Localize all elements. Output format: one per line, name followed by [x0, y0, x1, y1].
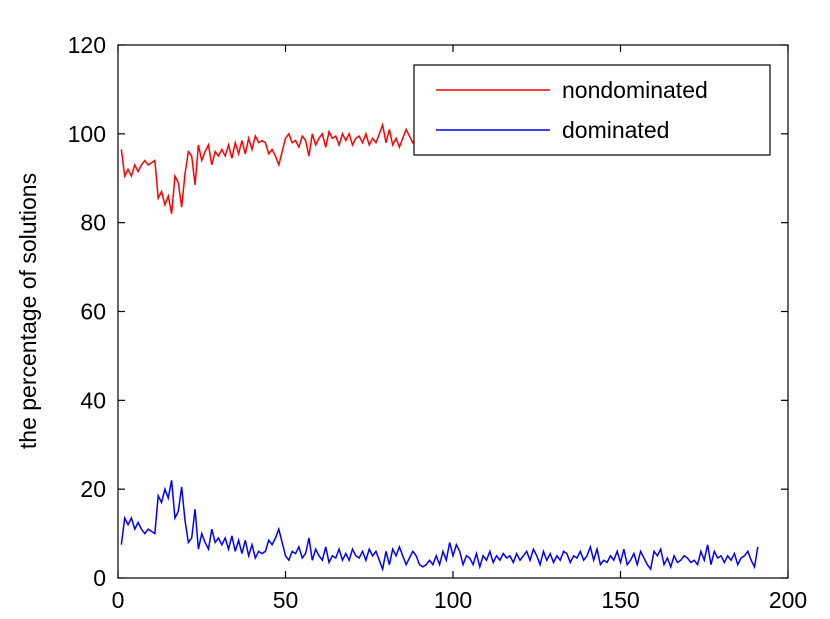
- legend-box: [413, 64, 771, 156]
- x-tick-label: 50: [273, 587, 299, 613]
- data-line: [120, 480, 759, 572]
- y-axis-label: the percentage of solutions: [15, 173, 41, 449]
- y-tick-label: 20: [80, 476, 106, 502]
- y-tick-label: 120: [68, 32, 106, 58]
- legend-label: dominated: [562, 117, 669, 143]
- y-tick-label: 60: [80, 299, 106, 325]
- y-tick-label: 100: [68, 121, 106, 147]
- legend-label: nondominated: [562, 77, 708, 103]
- y-tick-label: 40: [80, 387, 106, 413]
- y-tick-label: 0: [93, 565, 106, 591]
- x-tick-label: 200: [769, 587, 807, 613]
- x-tick-label: 100: [434, 587, 472, 613]
- x-tick-label: 0: [112, 587, 125, 613]
- x-tick-label: 150: [601, 587, 639, 613]
- y-tick-label: 80: [80, 210, 106, 236]
